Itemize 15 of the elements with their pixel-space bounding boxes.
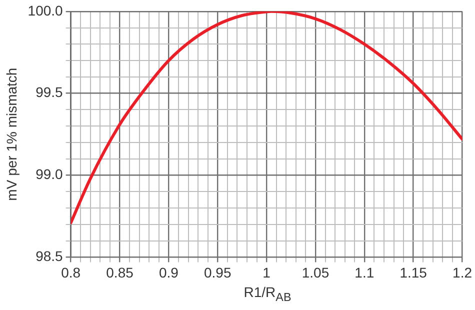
y-tick-label: 99.5 <box>36 84 64 100</box>
x-tick-label: 0.95 <box>204 264 232 280</box>
y-tick-label: 100.0 <box>28 2 64 18</box>
x-tick-label: 1.15 <box>400 264 428 280</box>
x-tick-label: 0.9 <box>158 264 179 280</box>
x-axis-title: R1/R$_{AB}$ <box>242 284 292 304</box>
x-tick-label: 1 <box>262 264 271 280</box>
x-tick-label: 0.85 <box>106 264 134 280</box>
y-axis-title: mV per 1% mismatch <box>3 68 20 201</box>
x-tick-label: 1.1 <box>354 264 374 280</box>
y-tick-label: 98.5 <box>36 248 64 264</box>
y-tick-label: 99.0 <box>36 166 64 182</box>
x-tick-label: 1.05 <box>302 264 330 280</box>
x-tick-label: 0.8 <box>61 264 81 280</box>
x-tick-label: 1.2 <box>452 264 472 280</box>
